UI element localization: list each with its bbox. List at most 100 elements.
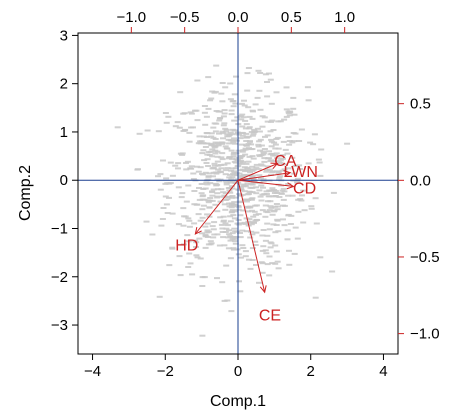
score-point [252, 244, 259, 246]
score-point [228, 149, 235, 152]
score-point [206, 154, 213, 156]
score-point [203, 115, 210, 118]
score-point [291, 140, 298, 143]
score-point [251, 210, 258, 213]
score-point [259, 209, 266, 212]
score-point [245, 106, 252, 109]
score-point [226, 202, 233, 205]
y-tick-label: 1 [60, 124, 68, 141]
score-point [183, 168, 190, 171]
score-point [240, 209, 247, 212]
score-point [193, 241, 200, 244]
score-point [232, 242, 239, 245]
score-point [203, 162, 210, 164]
score-point [227, 82, 234, 85]
score-point [169, 174, 176, 177]
arrow-shaft [237, 180, 266, 293]
score-point [260, 245, 267, 248]
score-point [239, 244, 246, 247]
score-point [262, 204, 269, 207]
score-point [188, 112, 195, 115]
loading-arrow-lwn: LWN [237, 164, 318, 181]
score-point [136, 132, 143, 135]
score-point [236, 280, 242, 283]
score-point [274, 208, 281, 211]
score-point [235, 205, 242, 208]
score-point [266, 274, 273, 277]
score-point [182, 215, 189, 218]
score-point [188, 167, 195, 170]
loading-arrow-ca: CA [237, 153, 297, 181]
score-point [245, 210, 251, 213]
arrow-head [283, 170, 292, 177]
score-point [252, 240, 259, 243]
score-point [162, 182, 169, 185]
score-point [186, 252, 193, 255]
score-point [175, 223, 182, 226]
score-point [199, 152, 206, 155]
score-point [208, 242, 215, 245]
score-point [201, 276, 208, 279]
score-point [231, 171, 238, 174]
score-point [222, 231, 229, 233]
score-point [267, 205, 274, 208]
score-point [246, 190, 253, 193]
score-point [211, 91, 218, 94]
score-point [294, 181, 301, 184]
score-point [312, 197, 319, 200]
score-point [269, 189, 276, 192]
score-point [227, 131, 234, 134]
score-point [217, 164, 224, 166]
score-point [232, 240, 239, 243]
score-point [164, 212, 171, 214]
score-point [280, 163, 287, 166]
score-point [249, 197, 256, 200]
x-tick-label: 0 [234, 363, 242, 380]
score-point [204, 213, 211, 216]
score-point [231, 237, 238, 240]
score-point [272, 147, 279, 150]
score-point [227, 239, 234, 242]
score-point [163, 121, 170, 124]
score-point [281, 204, 288, 207]
score-point [236, 193, 243, 196]
score-point [238, 155, 245, 158]
score-point [229, 187, 236, 190]
score-point [214, 155, 221, 158]
score-point [229, 232, 236, 235]
score-point [199, 208, 206, 211]
score-point [241, 198, 248, 201]
score-point [216, 244, 223, 247]
score-point [297, 168, 303, 170]
score-point [255, 143, 262, 146]
score-point [193, 254, 200, 257]
score-point [186, 225, 193, 228]
score-point [241, 166, 248, 169]
score-point [284, 229, 291, 232]
loading-arrow-cd: CD [237, 179, 316, 198]
arrow-head [270, 162, 279, 170]
x-tick-label: 4 [379, 363, 387, 380]
score-point [261, 148, 268, 150]
score-point [211, 164, 218, 167]
score-point [210, 126, 217, 129]
score-point [270, 129, 277, 131]
score-point [257, 72, 264, 74]
score-point [160, 207, 167, 209]
score-point [234, 116, 241, 119]
score-point [235, 253, 242, 256]
score-point [304, 86, 311, 89]
score-point [203, 181, 210, 184]
score-point [194, 165, 200, 168]
score-point [218, 167, 225, 170]
score-point [175, 167, 181, 170]
score-point [249, 169, 256, 172]
score-point [186, 140, 193, 143]
score-point [249, 165, 256, 168]
score-point [266, 72, 272, 75]
score-point [236, 222, 243, 225]
score-point [295, 210, 302, 213]
score-point [281, 168, 288, 171]
score-point [229, 133, 236, 136]
